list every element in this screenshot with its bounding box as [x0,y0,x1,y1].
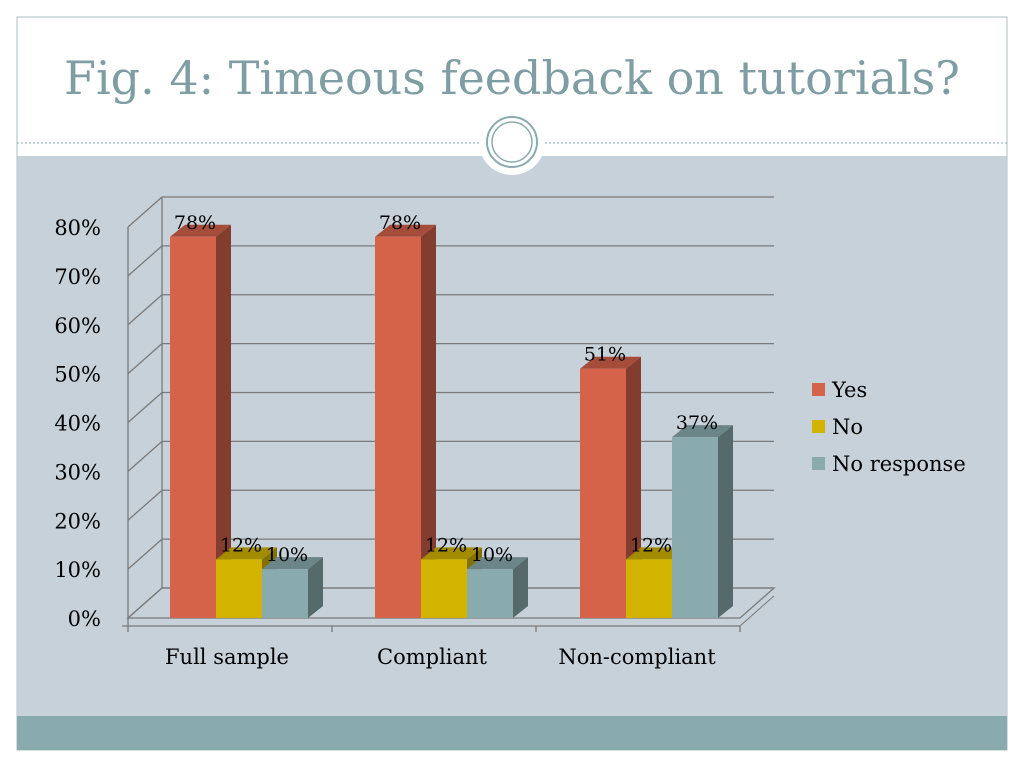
y-tick-label: 10% [54,558,101,582]
bar-top [216,547,277,560]
bar-top [421,547,482,560]
gridline-diagonal [127,245,163,277]
gridline-diagonal [127,196,163,228]
footer-band [17,716,1007,750]
bar-front [672,437,718,618]
bar-top [672,425,733,438]
y-tick-label: 70% [54,265,101,289]
y-tick-label: 20% [54,509,101,533]
chart: 0% 10% 20% 30% 40% 50% 60% 70% 80% Full sample Com… [54,196,966,669]
ornament-outer [479,109,545,175]
data-label: 12% [425,534,467,556]
bar-no-response [262,557,323,618]
data-label: 10% [471,544,513,566]
x-category-label: Full sample [165,645,289,669]
data-label: 10% [266,544,308,566]
bar-front [421,559,467,618]
bar-front [262,569,308,618]
gridline-diagonal [127,343,163,375]
legend-swatch [812,383,825,396]
data-label: 78% [174,212,216,234]
gridline-diagonal [127,392,163,423]
legend-swatch [812,420,825,433]
floor [126,587,776,619]
legend-label: No response [832,452,966,476]
data-label: 51% [584,344,626,366]
gridline-diagonal [127,489,163,521]
slide-title: Fig. 4: Timeous feedback on tutorials? [64,51,960,105]
y-tick-label: 30% [54,460,101,484]
bar-front [626,559,672,618]
y-tick-label: 40% [54,412,101,436]
ornament-inner-ring [491,121,533,163]
ornament-ring [486,116,538,168]
data-label: 37% [676,412,718,434]
bar-no-response [672,425,733,618]
bar-side [513,557,528,618]
bar-side [421,224,436,618]
gridline-diagonal [127,294,163,326]
bar-top [375,224,436,237]
gridline-diagonal [127,538,163,570]
y-tick-label: 50% [54,363,101,387]
bar-side [216,224,231,618]
bar-top [626,547,687,560]
legend: Yes No No response [812,378,966,476]
bar-yes [170,224,231,618]
x-category-label: Non-compliant [558,645,716,669]
bar-yes [375,224,436,618]
y-tick-label: 0% [68,607,101,631]
bar-side [718,425,733,618]
bar-front [467,569,513,618]
bar-top [580,356,641,369]
data-label: 12% [630,534,672,556]
bar-top [467,557,528,570]
bar-front [580,368,626,618]
bar-front [216,559,262,618]
data-label: 78% [379,212,421,234]
x-axis-edge [739,595,775,627]
x-category-label: Compliant [377,645,488,669]
y-tick-label: 60% [54,314,101,338]
gridline-diagonal [127,440,163,472]
bar-side [308,557,323,618]
data-label: 12% [220,534,262,556]
bar-front [375,236,421,618]
bar-top [170,224,231,237]
legend-label: Yes [831,378,867,402]
bar-no-response [467,557,528,618]
legend-swatch [812,457,825,470]
legend-label: No [832,415,863,439]
bar-yes [580,356,641,618]
bar-top [262,557,323,570]
bar-front [170,236,216,618]
y-tick-label: 80% [54,216,101,240]
